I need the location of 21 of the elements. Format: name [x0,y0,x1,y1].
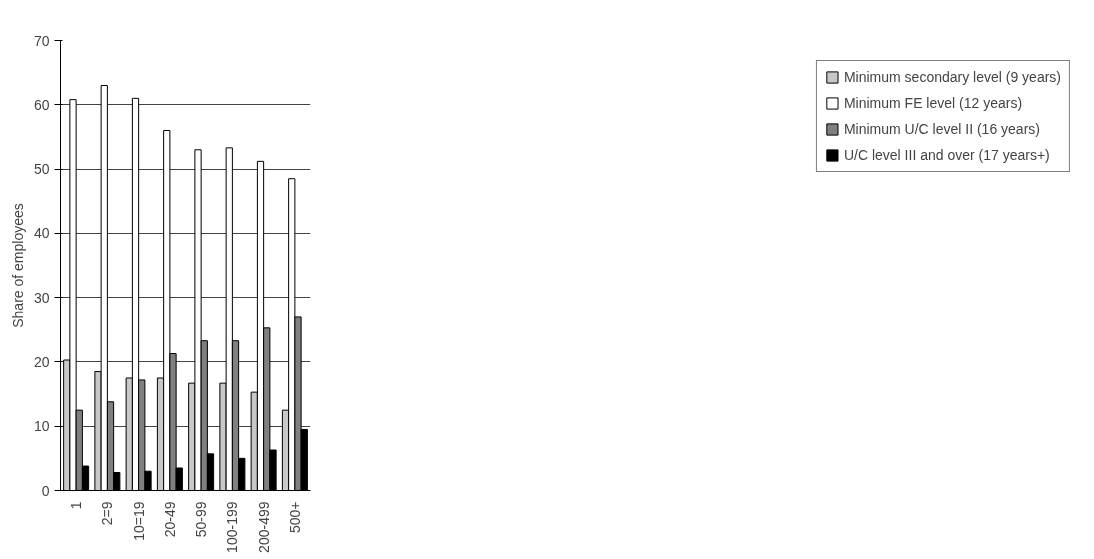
legend-label: U/C level III and over (17 years+) [843,147,1050,163]
legend-label: Minimum FE level (12 years) [843,95,1023,111]
x-tick-label: 200-499 [255,501,272,553]
y-axis-title: Share of employees [9,203,26,328]
y-tick-label: 20 [33,353,50,370]
x-tick-label: 1 [68,501,85,510]
legend-label: Minimum U/C level II (16 years) [843,121,1040,137]
y-tick-label: 10 [33,418,50,435]
y-tick-label: 30 [33,289,50,306]
y-tick-label: 70 [33,32,50,49]
y-tick-label: 0 [41,482,50,499]
x-tick-label: 20-49 [161,501,178,538]
y-tick-label: 60 [33,96,50,113]
x-tick-label: 500+ [286,501,303,534]
y-tick-label: 40 [33,225,50,242]
x-tick-label: 2=9 [99,501,116,526]
x-tick-label: 10=19 [130,501,147,541]
x-tick-label: 100-199 [224,501,241,553]
x-tick-label: 50-99 [193,501,210,538]
y-tick-label: 50 [33,161,50,178]
legend-label: Minimum secondary level (9 years) [843,69,1061,85]
